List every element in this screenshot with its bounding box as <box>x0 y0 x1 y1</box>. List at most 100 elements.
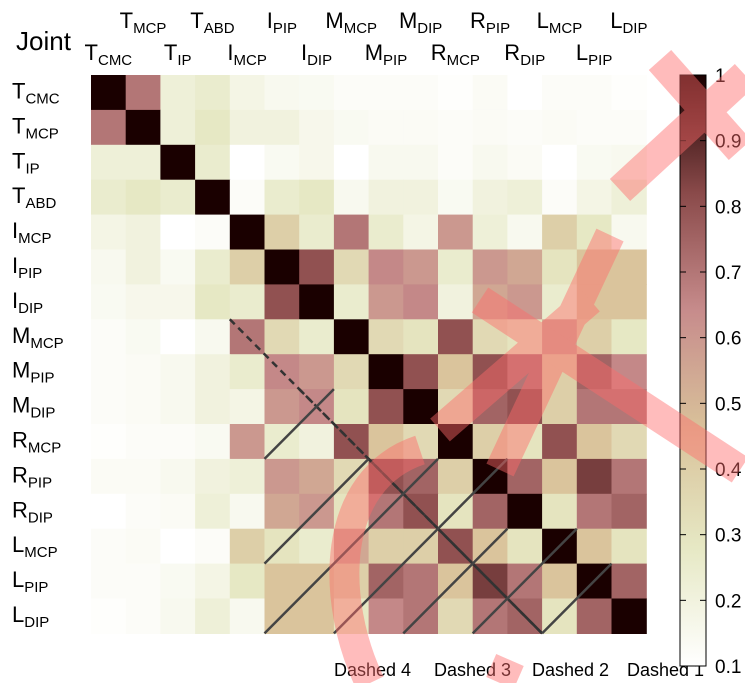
heatmap-cell <box>299 458 335 495</box>
heatmap-cell <box>333 563 370 600</box>
heatmap-cell <box>195 249 231 285</box>
row-label-sub: PIP <box>18 265 42 282</box>
heatmap-cell <box>229 249 266 285</box>
heatmap-cell <box>542 319 578 355</box>
colorbar-tick-label: 0.2 <box>715 591 741 612</box>
row-label-main: L <box>12 602 24 627</box>
heatmap-cell <box>507 284 543 320</box>
heatmap-cell <box>195 319 231 355</box>
heatmap-cell <box>91 424 127 460</box>
column-label: TMCP <box>120 8 167 37</box>
heatmap-cell <box>472 389 508 425</box>
column-label: IDIP <box>301 40 332 69</box>
heatmap-cell <box>125 354 161 390</box>
heatmap-cell <box>160 493 196 530</box>
heatmap-cell <box>438 249 474 285</box>
heatmap-cell <box>438 354 474 390</box>
column-label-main: T <box>85 40 98 65</box>
column-label: LMCP <box>537 8 583 37</box>
heatmap-cell <box>576 458 613 495</box>
column-label-sub: DIP <box>307 52 332 69</box>
heatmap-cell <box>611 424 647 460</box>
heatmap-cell <box>438 75 474 111</box>
heatmap-cell <box>438 214 474 251</box>
row-label-sub: PIP <box>24 579 48 596</box>
heatmap-cell <box>264 214 300 251</box>
heatmap-cell <box>160 389 196 425</box>
column-label: LPIP <box>576 40 612 69</box>
heatmap-cell <box>576 389 613 425</box>
row-label-main: I <box>12 218 18 243</box>
heatmap-cell <box>91 179 127 216</box>
heatmap-cell <box>403 563 439 600</box>
heatmap-cell <box>368 249 404 285</box>
heatmap-cell <box>125 284 161 320</box>
heatmap-cell <box>333 75 370 111</box>
solid-line <box>437 458 509 530</box>
heatmap-cell <box>472 109 508 146</box>
heatmap-cell <box>229 563 266 600</box>
row-label-sub: DIP <box>18 300 43 317</box>
column-label-sub: MCP <box>447 52 480 69</box>
heatmap-cell <box>403 249 439 285</box>
colorbar-tick-label: 0.8 <box>715 197 741 218</box>
row-label: LPIP <box>12 567 48 596</box>
heatmap-cell <box>264 179 300 216</box>
column-label-sub: PIP <box>486 20 510 37</box>
row-label: TMCP <box>12 113 59 142</box>
heatmap-cell <box>611 249 647 285</box>
heatmap-cell <box>333 214 370 251</box>
column-label-main: R <box>470 8 486 33</box>
heatmap-cell <box>160 284 196 320</box>
row-label-main: T <box>12 148 25 173</box>
heatmap-cell <box>368 109 404 146</box>
heatmap-cell <box>403 319 439 355</box>
heatmap-cell <box>542 354 578 390</box>
column-label: TIP <box>164 40 192 69</box>
heatmap-cell <box>160 109 196 146</box>
column-label-main: T <box>120 8 133 33</box>
row-label: TABD <box>12 183 56 212</box>
heatmap-cell <box>611 179 647 216</box>
heatmap-cell <box>125 424 161 460</box>
heatmap-cell <box>542 424 578 460</box>
heatmap-cell <box>91 75 127 111</box>
heatmap-cell <box>229 144 266 181</box>
column-label-sub: DIP <box>622 20 647 37</box>
heatmap-cell <box>229 109 266 146</box>
heatmap-cell <box>91 249 127 285</box>
colorbar: 1 0.9 0.8 0.7 0.6 0.5 0.4 0.3 0.2 0.1 <box>679 66 742 678</box>
column-label-sub: IP <box>177 52 191 69</box>
heatmap-cell <box>611 389 647 425</box>
heatmap-cell <box>195 563 231 600</box>
heatmap-cell <box>403 75 439 111</box>
row-label: RDIP <box>12 497 53 526</box>
heatmap-cell <box>91 528 127 565</box>
heatmap-cell <box>611 528 647 565</box>
heatmap-cell <box>299 354 335 390</box>
colorbar-tick-label: 0.4 <box>715 460 742 481</box>
watermark-stroke <box>471 287 745 483</box>
column-label-main: I <box>227 40 233 65</box>
heatmap-cell <box>91 354 127 390</box>
heatmap-cell <box>299 144 335 181</box>
column-label-sub: DIP <box>520 52 545 69</box>
heatmap-cell <box>264 249 300 285</box>
heatmap-cell <box>299 284 335 320</box>
row-label: IPIP <box>12 253 42 282</box>
column-label-main: R <box>504 40 520 65</box>
row-label-sub: DIP <box>28 509 53 526</box>
heatmap-cell <box>125 458 161 495</box>
heatmap-cell <box>229 179 266 216</box>
heatmap-cell <box>125 249 161 285</box>
column-label: RDIP <box>504 40 545 69</box>
row-label-main: T <box>12 78 25 103</box>
heatmap-cell <box>125 528 161 565</box>
heatmap-cell <box>438 284 474 320</box>
column-label: IPIP <box>267 8 297 37</box>
heatmap-cell <box>542 75 578 111</box>
heatmap-cell <box>160 249 196 285</box>
heatmap-cell <box>576 424 613 460</box>
column-label: MPIP <box>365 40 408 69</box>
heatmap-cell <box>299 214 335 251</box>
